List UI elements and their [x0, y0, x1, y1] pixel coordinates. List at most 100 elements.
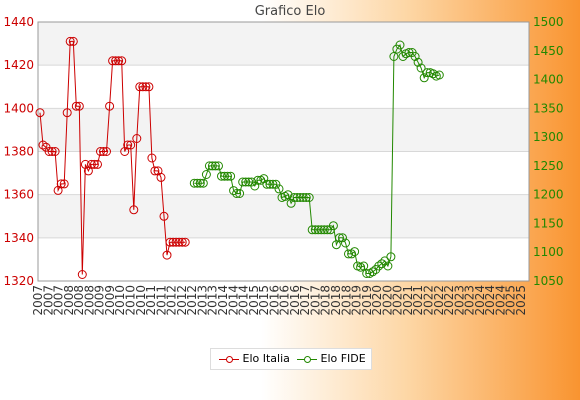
data-point-elo-fide — [268, 179, 278, 189]
data-point-elo-fide — [217, 171, 226, 181]
data-point-elo-fide — [301, 193, 311, 202]
data-point-elo-fide — [313, 225, 323, 235]
x-tick-label: 2016 — [278, 285, 292, 316]
data-point-elo-italia — [96, 147, 105, 156]
data-point-elo-fide — [428, 69, 438, 79]
data-point-elo-fide — [189, 178, 199, 188]
y-left-tick-label: 1340 — [3, 231, 34, 245]
x-tick-label: 2008 — [82, 285, 96, 316]
data-point-elo-italia — [105, 101, 115, 111]
data-point-elo-italia — [108, 56, 118, 66]
data-point-elo-fide — [265, 179, 275, 189]
plot-band — [38, 108, 529, 152]
y-left-tick-label: 1320 — [3, 274, 34, 288]
data-point-elo-italia — [126, 140, 136, 150]
data-point-elo-italia — [99, 147, 108, 156]
data-point-elo-fide — [210, 161, 220, 171]
data-point-elo-italia — [180, 237, 190, 247]
data-point-elo-fide — [380, 256, 390, 266]
data-point-elo-italia — [47, 147, 57, 156]
data-point-elo-fide — [383, 261, 393, 271]
data-point-elo-fide — [410, 52, 420, 61]
data-point-elo-italia — [111, 56, 121, 66]
data-point-elo-fide — [416, 63, 426, 73]
data-point-elo-fide — [374, 261, 384, 271]
data-point-elo-fide — [214, 161, 223, 171]
x-tick-label: 2013 — [206, 285, 220, 316]
data-point-elo-fide — [377, 259, 387, 269]
data-point-elo-fide — [322, 225, 332, 235]
x-tick-label: 2014 — [226, 285, 240, 316]
x-tick-label: 2012 — [175, 285, 189, 316]
x-tick-label: 2020 — [380, 285, 394, 316]
data-point-elo-fide — [328, 221, 338, 231]
data-point-elo-italia — [165, 237, 175, 247]
legend-label-elo-italia: Elo Italia — [242, 352, 290, 365]
data-point-elo-fide — [338, 233, 347, 243]
legend-label-elo-fide: Elo FIDE — [320, 352, 366, 365]
data-point-elo-fide — [238, 177, 248, 187]
y-left-tick-label: 1380 — [3, 145, 34, 159]
data-point-elo-fide — [395, 40, 405, 50]
data-point-elo-fide — [192, 178, 202, 188]
chart-title: Grafico Elo — [254, 4, 326, 19]
data-point-elo-fide — [271, 179, 281, 189]
data-point-elo-fide — [262, 179, 272, 189]
data-point-elo-fide — [350, 247, 360, 257]
data-point-elo-italia — [102, 147, 111, 156]
legend-item-elo-fide: Elo FIDE — [297, 352, 366, 365]
x-tick-label: 2013 — [195, 285, 209, 316]
data-point-elo-fide — [335, 233, 344, 243]
data-point-elo-fide — [310, 225, 320, 235]
x-tick-label: 2025 — [514, 285, 528, 316]
data-point-elo-fide — [389, 52, 399, 61]
data-point-elo-fide — [253, 175, 263, 185]
data-point-elo-fide — [220, 171, 229, 181]
data-point-elo-italia — [156, 172, 166, 182]
y-right-tick-label: 1150 — [533, 216, 564, 230]
x-tick-label: 2011 — [154, 285, 168, 316]
data-point-elo-fide — [304, 193, 314, 202]
data-point-elo-fide — [241, 177, 251, 187]
y-left-tick-label: 1360 — [3, 188, 34, 202]
x-tick-label: 2018 — [339, 285, 353, 316]
x-tick-label: 2007 — [31, 285, 45, 316]
data-point-elo-fide — [244, 177, 254, 187]
y-right-tick-label: 1200 — [533, 188, 564, 202]
data-point-elo-fide — [347, 249, 357, 259]
legend-swatch-elo-fide — [297, 354, 317, 364]
plot-band — [38, 237, 529, 281]
plot-band — [38, 65, 529, 109]
data-point-elo-fide — [207, 161, 217, 171]
data-point-elo-italia — [117, 56, 127, 66]
data-point-elo-italia — [171, 237, 181, 247]
data-point-elo-fide — [422, 68, 432, 78]
data-point-elo-fide — [386, 252, 396, 262]
data-point-elo-fide — [419, 73, 429, 83]
data-point-elo-italia — [77, 270, 87, 279]
data-point-elo-italia — [174, 237, 184, 247]
data-point-elo-fide — [232, 189, 242, 198]
x-tick-label: 2018 — [329, 285, 343, 316]
data-point-elo-fide — [235, 189, 245, 198]
x-tick-label: 2017 — [309, 285, 323, 316]
data-point-elo-italia — [65, 36, 75, 46]
x-tick-label: 2020 — [391, 285, 405, 316]
data-point-elo-italia — [141, 82, 151, 92]
data-point-elo-italia — [74, 101, 84, 111]
data-point-elo-fide — [295, 193, 305, 202]
data-point-elo-italia — [71, 101, 81, 111]
x-tick-label: 2014 — [216, 285, 230, 316]
data-point-elo-fide — [307, 225, 317, 235]
data-point-elo-italia — [177, 237, 187, 247]
data-point-elo-italia — [123, 140, 133, 150]
data-point-elo-italia — [147, 153, 157, 163]
x-tick-label: 2011 — [144, 285, 158, 316]
x-tick-label: 2023 — [452, 285, 466, 316]
y-right-tick-label: 1050 — [533, 274, 564, 288]
data-point-elo-fide — [359, 261, 369, 271]
y-right-tick-label: 1250 — [533, 159, 564, 173]
x-tick-label: 2010 — [113, 285, 127, 316]
x-tick-label: 2021 — [401, 285, 415, 316]
